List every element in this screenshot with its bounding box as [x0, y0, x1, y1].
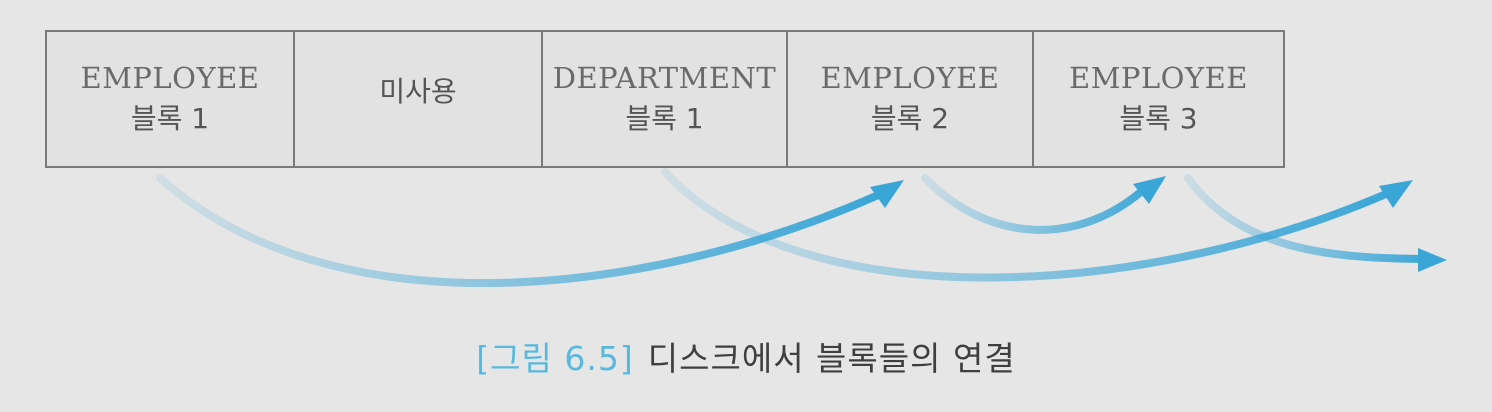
block-number-label: 블록 1	[625, 102, 704, 135]
link-arrow-dept1-to-next	[661, 168, 1390, 282]
block-number-label: 블록 1	[130, 102, 210, 135]
block-number-label: 블록 2	[870, 102, 950, 135]
link-arrow-emp3-to-next	[1184, 174, 1426, 263]
arrowhead-icon	[870, 180, 904, 208]
figure-title: 디스크에서 블록들의 연결	[647, 339, 1016, 378]
disk-block-row: EMPLOYEE 블록 1 미사용 DEPARTMENT 블록 1 EMPLOY…	[45, 30, 1285, 168]
record-type-label: EMPLOYEE	[820, 61, 1000, 95]
arrowhead-icon	[1133, 176, 1166, 204]
record-type-label: EMPLOYEE	[1069, 61, 1248, 95]
block-employee-3: EMPLOYEE 블록 3	[1034, 32, 1283, 166]
record-type-label: EMPLOYEE	[80, 61, 260, 95]
figure-number: [그림 6.5]	[476, 339, 634, 378]
block-unused: 미사용	[295, 32, 543, 166]
link-arrow-emp2-to-emp3	[921, 174, 1147, 234]
arrowhead-icon	[1379, 180, 1413, 208]
block-employee-2: EMPLOYEE 블록 2	[788, 32, 1034, 166]
block-number-label: 블록 3	[1119, 102, 1198, 135]
arrowhead-icon	[1418, 248, 1447, 272]
record-type-label: DEPARTMENT	[552, 61, 777, 95]
link-arrow-emp1-to-emp2	[156, 174, 880, 288]
block-employee-1: EMPLOYEE 블록 1	[47, 32, 295, 166]
block-department-1: DEPARTMENT 블록 1	[543, 32, 788, 166]
unused-label: 미사용	[379, 75, 457, 108]
figure-caption: [그림 6.5] 디스크에서 블록들의 연결	[0, 332, 1492, 380]
